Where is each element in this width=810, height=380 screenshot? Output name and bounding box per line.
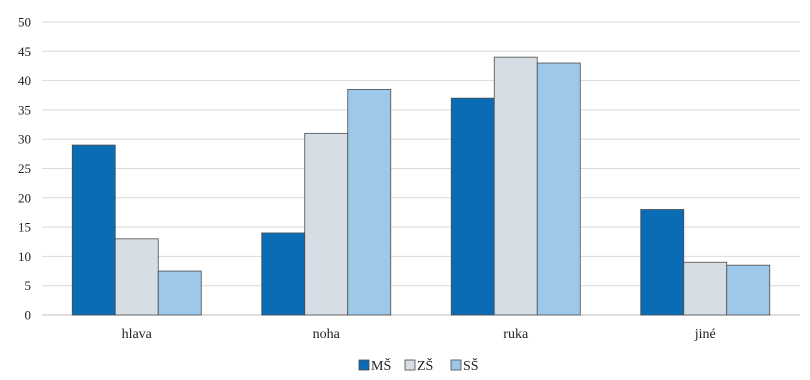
y-tick-label: 15 <box>18 220 31 235</box>
category-label: jiné <box>694 327 716 342</box>
bar <box>450 97 495 316</box>
y-tick-label: 10 <box>18 249 31 264</box>
legend-swatch <box>404 359 416 371</box>
y-tick-label: 50 <box>18 15 31 30</box>
y-tick-label: 35 <box>18 102 31 117</box>
bar <box>304 132 349 316</box>
x-axis-category-labels: hlava noha ruka jiné <box>122 327 716 342</box>
bar <box>726 264 771 316</box>
bar <box>157 270 202 316</box>
bar <box>114 238 159 316</box>
y-tick-label: 40 <box>18 73 31 88</box>
legend-swatch <box>358 359 370 371</box>
bar <box>71 144 116 316</box>
y-tick-label: 45 <box>18 44 31 59</box>
bar <box>493 56 538 316</box>
bars <box>71 56 771 316</box>
bar <box>261 232 306 316</box>
bar <box>536 62 581 316</box>
y-tick-label: 30 <box>18 132 31 147</box>
category-label: noha <box>313 327 341 342</box>
legend-swatch <box>450 359 462 371</box>
bar <box>683 261 728 316</box>
bar <box>347 88 392 316</box>
y-tick-label: 5 <box>25 278 32 293</box>
y-tick-label: 25 <box>18 161 31 176</box>
category-label: ruka <box>503 327 529 342</box>
bar <box>640 209 685 316</box>
category-label: hlava <box>122 327 153 342</box>
y-tick-label: 20 <box>18 190 31 205</box>
legend-label: SŠ <box>463 357 479 374</box>
y-tick-label: 0 <box>25 308 32 323</box>
legend: MŠ ZŠ SŠ <box>358 357 479 374</box>
y-axis-tick-labels: 0 5 10 15 20 25 30 35 40 45 50 <box>18 15 31 323</box>
legend-label: ZŠ <box>417 357 433 374</box>
legend-label: MŠ <box>371 357 391 374</box>
